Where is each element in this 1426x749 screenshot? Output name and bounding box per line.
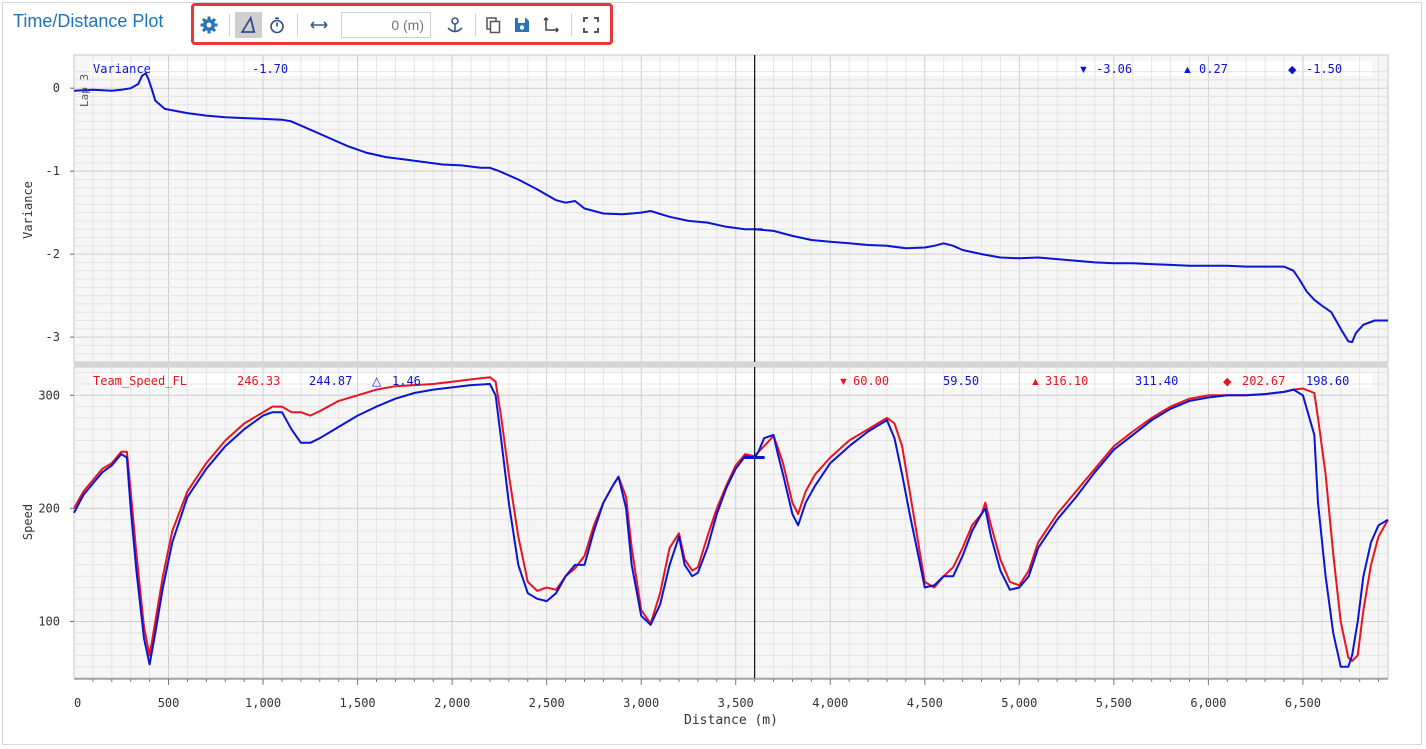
distance-input[interactable] bbox=[341, 12, 431, 38]
speed-series-red-line bbox=[73, 376, 1389, 662]
variance-avg-value: -1.50 bbox=[1306, 62, 1342, 76]
anchor-icon bbox=[447, 17, 463, 33]
delta-icon bbox=[240, 16, 255, 33]
stopwatch-button[interactable] bbox=[265, 12, 289, 38]
variance-channel-name: Variance bbox=[93, 62, 151, 76]
copy-icon bbox=[486, 17, 501, 34]
toolbar-separator bbox=[571, 14, 572, 36]
anchor-button[interactable] bbox=[443, 12, 467, 38]
top-y-axis-label: Variance bbox=[21, 181, 35, 239]
lap-label: Lap 3 bbox=[78, 74, 91, 107]
x-tick-label: 1,500 bbox=[340, 696, 376, 710]
toolbar-separator bbox=[475, 14, 476, 36]
speed-max-blue: 311.40 bbox=[1135, 374, 1178, 388]
toolbar-separator bbox=[229, 14, 230, 36]
x-tick-label: 4,500 bbox=[907, 696, 943, 710]
x-tick-label: 5,000 bbox=[1001, 696, 1037, 710]
axes-button[interactable] bbox=[539, 12, 563, 38]
toolbar-separator bbox=[297, 14, 298, 36]
speed-delta-value: 1.46 bbox=[392, 374, 421, 388]
x-tick-label: 6,000 bbox=[1190, 696, 1226, 710]
x-tick-label: 4,000 bbox=[812, 696, 848, 710]
speed-max-icon: ▲ bbox=[1030, 376, 1041, 388]
x-axis-label: Distance (m) bbox=[684, 713, 778, 728]
x-tick-label: 6,500 bbox=[1285, 696, 1321, 710]
speed-panel bbox=[73, 366, 1389, 679]
y-tick-label: 200 bbox=[38, 501, 60, 515]
delta-button[interactable] bbox=[235, 12, 262, 38]
save-button[interactable] bbox=[510, 12, 534, 38]
speed-max-red: 316.10 bbox=[1045, 374, 1088, 388]
variance-min-icon: ▼ bbox=[1078, 64, 1089, 76]
speed-min-icon: ▼ bbox=[838, 376, 849, 388]
variance-avg-icon: ◆ bbox=[1288, 64, 1297, 76]
y-tick-label: 300 bbox=[38, 388, 60, 402]
x-tick-label: 3,000 bbox=[623, 696, 659, 710]
axes-icon bbox=[543, 16, 560, 33]
x-tick-label: 3,500 bbox=[718, 696, 754, 710]
x-tick-label: 500 bbox=[158, 696, 180, 710]
x-tick-label: 2,500 bbox=[529, 696, 565, 710]
toolbar bbox=[191, 3, 613, 45]
speed-channel-name: Team_Speed_FL bbox=[93, 374, 187, 388]
speed-avg-blue: 198.60 bbox=[1306, 374, 1349, 388]
settings-button[interactable] bbox=[196, 12, 222, 38]
save-icon bbox=[515, 18, 529, 32]
fullscreen-icon bbox=[583, 17, 599, 33]
copy-button[interactable] bbox=[481, 12, 505, 38]
bottom-y-axis-label: Speed bbox=[21, 504, 35, 540]
delta-marker-icon: △ bbox=[372, 374, 382, 388]
stopwatch-icon bbox=[270, 17, 284, 34]
gear-icon bbox=[200, 16, 218, 34]
y-tick-label: -1 bbox=[46, 164, 60, 178]
x-tick-label: 0 bbox=[74, 696, 81, 710]
variance-min-value: -3.06 bbox=[1096, 62, 1132, 76]
variance-max-icon: ▲ bbox=[1182, 64, 1193, 76]
variance-series-blue-line bbox=[73, 72, 1388, 344]
y-tick-label: 100 bbox=[38, 614, 60, 628]
y-tick-label: -3 bbox=[46, 330, 60, 344]
speed-series-blue-line bbox=[73, 383, 1389, 668]
speed-avg-icon: ◆ bbox=[1223, 376, 1232, 388]
panel-splitter bbox=[74, 362, 1388, 367]
y-tick-label: 0 bbox=[53, 81, 60, 95]
x-tick-label: 1,000 bbox=[245, 696, 281, 710]
y-tick-label: -2 bbox=[46, 247, 60, 261]
speed-min-blue: 59.50 bbox=[943, 374, 979, 388]
variance-cursor-value: -1.70 bbox=[252, 62, 288, 76]
fullscreen-button[interactable] bbox=[578, 12, 604, 38]
x-tick-label: 5,500 bbox=[1096, 696, 1132, 710]
speed-red-value: 246.33 bbox=[237, 374, 280, 388]
speed-min-red: 60.00 bbox=[853, 374, 889, 388]
speed-avg-red: 202.67 bbox=[1242, 374, 1285, 388]
variance-panel bbox=[73, 54, 1389, 363]
speed-blue-value: 244.87 bbox=[309, 374, 352, 388]
variance-header-bar bbox=[90, 61, 1372, 76]
variance-max-value: 0.27 bbox=[1199, 62, 1228, 76]
pan-button[interactable] bbox=[306, 12, 332, 38]
x-tick-label: 2,000 bbox=[434, 696, 470, 710]
horizontal-arrows-icon bbox=[310, 21, 328, 29]
window-title: Time/Distance Plot bbox=[13, 11, 164, 31]
